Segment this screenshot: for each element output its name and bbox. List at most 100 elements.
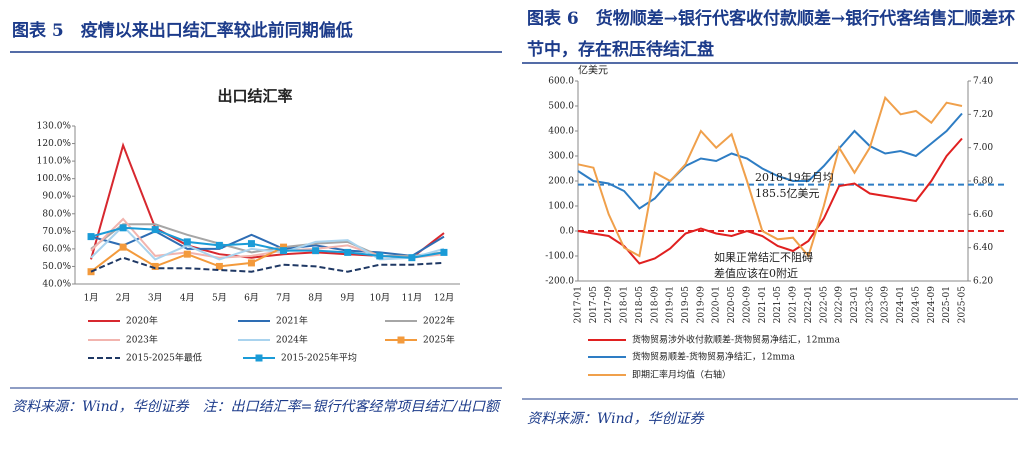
- y2-tick-label: 6.20: [973, 277, 993, 287]
- caption: 图表 5 疫情以来出口结汇率较此前同期偏低: [12, 21, 353, 41]
- x-tick-label: 2017-05: [589, 286, 599, 324]
- x-tick-label: 2022-01: [804, 286, 814, 323]
- marker: [215, 262, 223, 270]
- legend-label: 货物贸易涉外收付款顺差-货物贸易净结汇，12mma: [632, 334, 841, 346]
- x-tick-label: 2023-01: [850, 286, 860, 323]
- x-tick-label: 7月: [276, 293, 291, 304]
- x-tick-label: 1月: [84, 293, 99, 304]
- series-line: [577, 137, 963, 265]
- x-tick-label: 2020-05: [727, 286, 737, 324]
- marker: [408, 254, 416, 262]
- y-tick-label: 100.0: [548, 202, 574, 212]
- annotation: 差值应该在0附近: [714, 266, 798, 280]
- x-tick-label: 2024-09: [927, 286, 937, 324]
- legend-label: 即期汇率月均值（右轴）: [632, 369, 731, 381]
- x-tick-label: 2023-09: [881, 286, 891, 324]
- marker: [151, 262, 159, 270]
- annotation: 185.5亿美元: [755, 187, 820, 200]
- x-tick-label: 2018-01: [620, 286, 630, 323]
- legend-label: 2025年: [423, 334, 455, 346]
- y2-tick-label: 6.80: [973, 177, 993, 187]
- x-tick-label: 2019-05: [681, 286, 691, 324]
- marker: [280, 243, 288, 251]
- source: 资料来源：Wind，华创证券 注：出口结汇率=银行代客经常项目结汇/出口额: [12, 399, 500, 415]
- y2-tick-label: 7.40: [973, 77, 993, 87]
- marker: [247, 259, 255, 267]
- x-tick-label: 2020-09: [742, 286, 752, 324]
- y-tick-label: 300.0: [548, 152, 574, 162]
- x-tick-label: 3月: [148, 293, 163, 304]
- x-tick-label: 2022-09: [835, 286, 845, 324]
- y2-tick-label: 7.00: [973, 143, 993, 153]
- series-line: [90, 256, 445, 273]
- y-tick-label: 400.0: [548, 127, 574, 137]
- x-tick-label: 2020-01: [712, 286, 722, 323]
- x-tick-label: 2018-05: [635, 286, 645, 324]
- x-tick-label: 2017-09: [604, 286, 614, 324]
- y-tick-label: 60.0%: [42, 244, 71, 254]
- x-tick-label: 2025-01: [942, 286, 952, 323]
- y2-tick-label: 6.40: [973, 243, 993, 253]
- legend-label: 2015-2025年最低: [126, 352, 202, 364]
- legend-marker: [397, 336, 405, 344]
- marker: [183, 250, 191, 258]
- x-tick-label: 2019-01: [666, 286, 676, 323]
- series-line: [90, 230, 445, 257]
- y-axis-label: 亿美元: [578, 64, 608, 77]
- annotation: 如果正常结汇不阻碍: [714, 250, 813, 264]
- legend-label: 2023年: [126, 334, 158, 346]
- y-tick-label: 600.0: [548, 77, 574, 87]
- x-tick-label: 4月: [180, 293, 195, 304]
- series-line: [90, 226, 445, 259]
- marker: [87, 233, 95, 241]
- x-tick-label: 2021-09: [789, 286, 799, 324]
- y-tick-label: 100.0%: [37, 174, 72, 184]
- series-line: [90, 224, 445, 261]
- y-tick-label: 500.0: [548, 102, 574, 112]
- legend-label: 2021年: [276, 315, 308, 327]
- y-tick-label: 130.0%: [37, 122, 72, 132]
- marker: [151, 226, 159, 234]
- chart-title: 出口结汇率: [217, 87, 292, 105]
- marker: [344, 248, 352, 256]
- x-tick-label: 2022-05: [819, 286, 829, 324]
- source: 资料来源：Wind，华创证券: [527, 411, 704, 427]
- x-tick-label: 2021-05: [773, 286, 783, 324]
- marker: [376, 252, 384, 260]
- x-tick-label: 2021-01: [758, 286, 768, 323]
- y-tick-label: 200.0: [548, 177, 574, 187]
- x-tick-label: 2018-09: [650, 286, 660, 324]
- x-tick-label: 12月: [434, 293, 454, 304]
- y-tick-label: -200.0: [545, 277, 574, 287]
- marker: [312, 247, 320, 255]
- y-tick-label: 90.0%: [42, 192, 71, 202]
- marker: [247, 240, 255, 248]
- legend-label: 2020年: [126, 315, 158, 327]
- caption: 图表 6 货物顺差→银行代客收付款顺差→银行代客结售汇顺差环节中，存在积压待结汇…: [527, 9, 1016, 60]
- x-tick-label: 2月: [116, 293, 131, 304]
- marker: [119, 224, 127, 232]
- x-tick-label: 5月: [212, 293, 227, 304]
- y-tick-label: 110.0%: [37, 157, 72, 167]
- legend-label: 2024年: [276, 334, 308, 346]
- marker: [440, 248, 448, 256]
- legend-label: 2015-2025年平均: [281, 352, 357, 364]
- legend-marker: [255, 354, 263, 362]
- y2-tick-label: 7.20: [973, 110, 993, 120]
- marker: [119, 243, 127, 251]
- legend-label: 2022年: [423, 315, 455, 327]
- x-tick-label: 10月: [370, 293, 390, 304]
- y2-tick-label: 6.60: [973, 210, 993, 220]
- marker: [280, 247, 288, 255]
- x-tick-label: 2025-05: [958, 286, 968, 324]
- y-tick-label: 80.0%: [42, 209, 71, 219]
- x-tick-label: 2017-01: [574, 286, 584, 323]
- y-tick-label: 70.0%: [42, 227, 71, 237]
- series-line: [577, 112, 963, 210]
- marker: [183, 238, 191, 246]
- x-tick-label: 6月: [244, 293, 259, 304]
- x-tick-label: 8月: [308, 293, 323, 304]
- x-tick-label: 2019-09: [696, 286, 706, 324]
